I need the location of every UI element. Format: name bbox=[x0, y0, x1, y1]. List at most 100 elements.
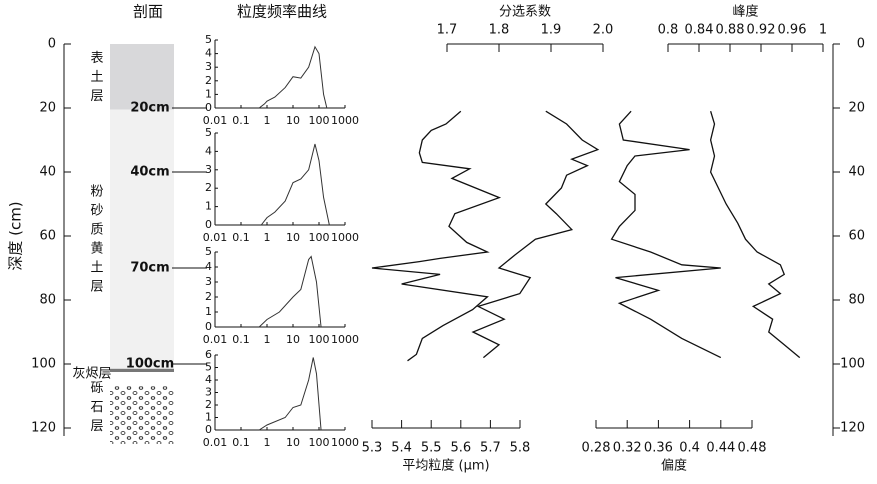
x-tick-label: 2.0 bbox=[593, 23, 614, 38]
y-tick-label: 4 bbox=[205, 47, 212, 60]
axis-title: 平均粒度 (μm) bbox=[402, 458, 489, 474]
frequency-curve bbox=[258, 255, 322, 328]
y-tick-label: 5 bbox=[205, 126, 212, 139]
x-tick-label: 1 bbox=[264, 231, 271, 244]
profile-line bbox=[610, 110, 722, 359]
x-tick-label: 5.8 bbox=[510, 441, 531, 456]
x-tick-label: 5.3 bbox=[362, 441, 383, 456]
layer bbox=[110, 368, 174, 372]
y-tick-label: 1 bbox=[205, 411, 212, 424]
axis-title: 峰度 bbox=[732, 4, 758, 20]
x-tick-label: 5.4 bbox=[391, 441, 412, 456]
y-tick-label: 0 bbox=[205, 320, 212, 333]
y-tick-label: 3 bbox=[205, 163, 212, 176]
layer-label: 砾石层 bbox=[90, 381, 103, 434]
x-tick-label: 1.8 bbox=[489, 23, 510, 38]
y-tick-label: 4 bbox=[205, 260, 212, 273]
axis-title: 分选系数 bbox=[499, 5, 551, 20]
x-tick-label: 0.32 bbox=[613, 441, 642, 456]
depth-tick-label: 20 bbox=[39, 101, 56, 116]
depth-tick-label: 120 bbox=[31, 421, 56, 436]
y-tick-label: 2 bbox=[205, 290, 212, 303]
x-tick-label: 5.5 bbox=[421, 441, 442, 456]
x-tick-label: 0.01 bbox=[203, 231, 228, 244]
x-tick-label: 1 bbox=[264, 436, 271, 449]
layer bbox=[110, 386, 174, 444]
x-tick-label: 0.1 bbox=[232, 436, 250, 449]
x-tick-label: 10 bbox=[286, 114, 300, 127]
x-tick-label: 1 bbox=[819, 23, 827, 38]
y-tick-label: 3 bbox=[205, 386, 212, 399]
frequency-title: 粒度频率曲线 bbox=[237, 3, 327, 21]
x-tick-label: 0.1 bbox=[232, 231, 250, 244]
depth-tick-label: 20 bbox=[848, 101, 865, 116]
x-tick-label: 1.9 bbox=[541, 23, 562, 38]
y-tick-label: 0 bbox=[205, 423, 212, 436]
marker-label: 100cm bbox=[126, 357, 174, 372]
x-tick-label: 1000 bbox=[331, 333, 359, 346]
x-tick-label: 0.8 bbox=[658, 23, 679, 38]
y-tick-label: 4 bbox=[205, 373, 212, 386]
layer-label: 粉砂质黄土层 bbox=[90, 184, 103, 294]
x-tick-label: 5.6 bbox=[450, 441, 471, 456]
layer-label: 灰烬层 bbox=[72, 365, 111, 381]
profile-line bbox=[709, 111, 801, 359]
section-title: 剖面 bbox=[133, 3, 163, 21]
x-tick-label: 100 bbox=[309, 231, 330, 244]
x-tick-label: 0.92 bbox=[747, 23, 776, 38]
x-tick-label: 5.7 bbox=[480, 441, 501, 456]
layer bbox=[110, 44, 174, 110]
y-tick-label: 4 bbox=[205, 144, 212, 157]
x-tick-label: 0.28 bbox=[582, 441, 611, 456]
x-tick-label: 1 bbox=[264, 114, 271, 127]
x-tick-label: 0.01 bbox=[203, 333, 228, 346]
depth-tick-label: 0 bbox=[48, 37, 56, 52]
x-tick-label: 0.96 bbox=[778, 23, 807, 38]
layer-label: 表土层 bbox=[90, 50, 103, 103]
profile-line bbox=[471, 110, 600, 359]
x-tick-label: 1000 bbox=[331, 436, 359, 449]
layer bbox=[110, 109, 174, 369]
y-tick-label: 1 bbox=[205, 305, 212, 318]
x-tick-label: 10 bbox=[286, 436, 300, 449]
profile-line bbox=[371, 110, 502, 362]
y-tick-label: 5 bbox=[205, 33, 212, 46]
depth-axis-label: 深度 (cm) bbox=[7, 201, 25, 270]
marker-label: 20cm bbox=[130, 101, 169, 116]
y-tick-label: 2 bbox=[205, 74, 212, 87]
x-tick-label: 1000 bbox=[331, 114, 359, 127]
x-tick-label: 0.1 bbox=[232, 333, 250, 346]
marker-label: 70cm bbox=[130, 261, 169, 276]
frequency-curve bbox=[258, 357, 322, 431]
x-tick-label: 1 bbox=[264, 333, 271, 346]
y-tick-label: 5 bbox=[205, 361, 212, 374]
depth-tick-label: 60 bbox=[39, 229, 56, 244]
y-tick-label: 2 bbox=[205, 181, 212, 194]
depth-tick-label: 40 bbox=[848, 165, 865, 180]
x-tick-label: 0.1 bbox=[232, 114, 250, 127]
y-tick-label: 1 bbox=[205, 87, 212, 100]
marker-label: 40cm bbox=[130, 165, 169, 180]
x-tick-label: 0.48 bbox=[738, 441, 767, 456]
x-tick-label: 10 bbox=[286, 231, 300, 244]
x-tick-label: 100 bbox=[309, 333, 330, 346]
y-tick-label: 0 bbox=[205, 218, 212, 231]
x-tick-label: 1000 bbox=[331, 231, 359, 244]
depth-tick-label: 120 bbox=[840, 421, 865, 436]
x-tick-label: 0.4 bbox=[679, 441, 700, 456]
depth-tick-label: 80 bbox=[39, 293, 56, 308]
depth-tick-label: 100 bbox=[31, 357, 56, 372]
x-tick-label: 10 bbox=[286, 333, 300, 346]
y-tick-label: 5 bbox=[205, 245, 212, 258]
y-tick-label: 3 bbox=[205, 60, 212, 73]
x-tick-label: 100 bbox=[309, 436, 330, 449]
x-tick-label: 0.88 bbox=[716, 23, 745, 38]
y-tick-label: 2 bbox=[205, 398, 212, 411]
x-tick-label: 1.7 bbox=[437, 23, 458, 38]
frequency-curve bbox=[258, 45, 328, 109]
x-tick-label: 0.01 bbox=[203, 436, 228, 449]
x-tick-label: 0.44 bbox=[706, 441, 735, 456]
x-tick-label: 0.01 bbox=[203, 114, 228, 127]
depth-tick-label: 100 bbox=[840, 357, 865, 372]
